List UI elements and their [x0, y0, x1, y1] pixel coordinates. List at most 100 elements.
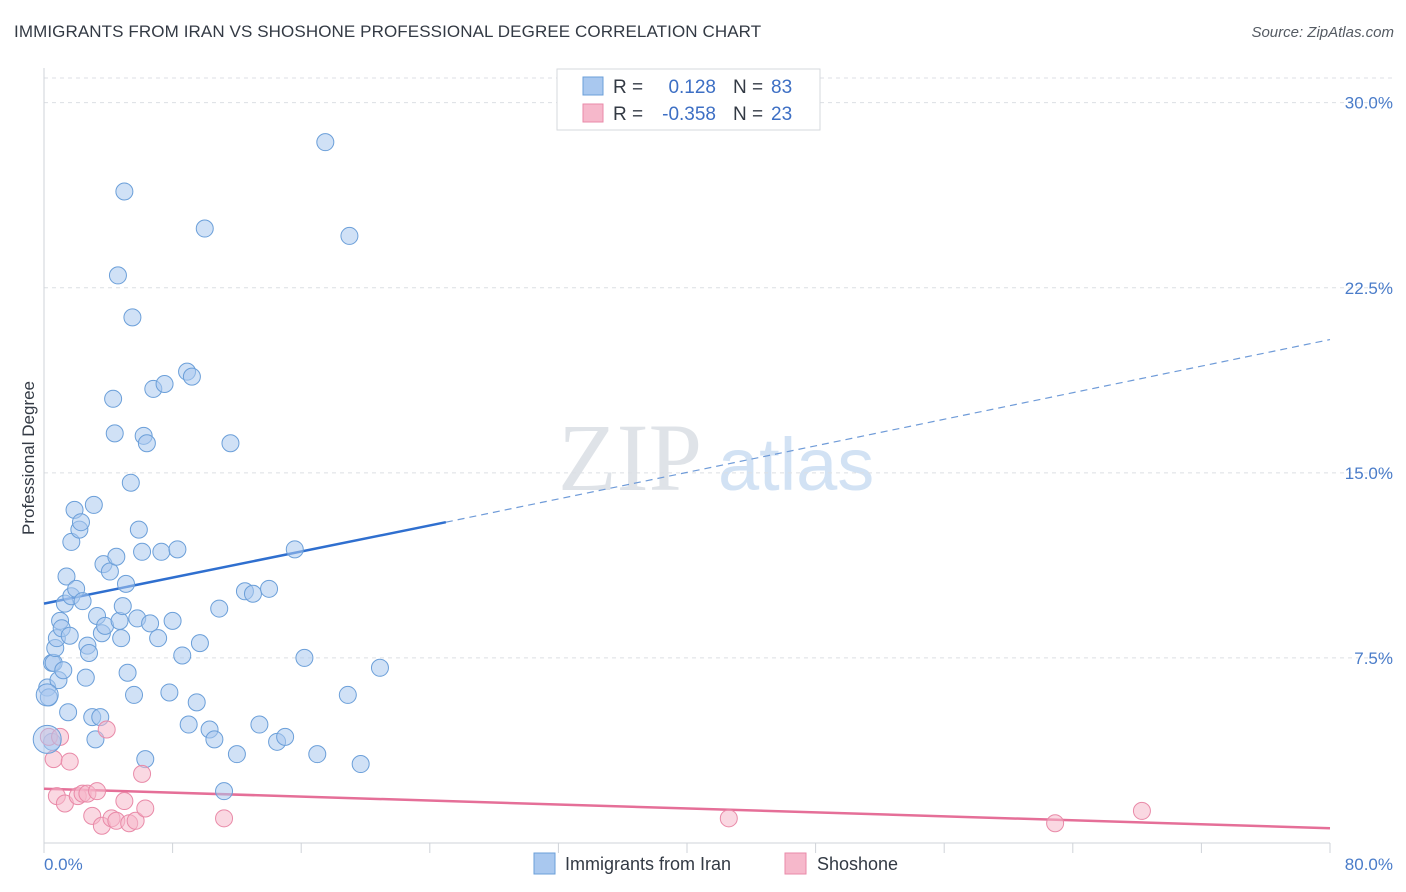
point-iran	[107, 547, 126, 566]
bottom-legend-label-shoshone: Shoshone	[817, 854, 898, 874]
bottom-legend-label-iran: Immigrants from Iran	[565, 854, 731, 874]
point-iran	[205, 730, 224, 749]
point-iran	[163, 611, 182, 630]
point-shoshone	[97, 720, 116, 739]
legend-n-label-iran: N =	[733, 77, 763, 98]
point-iran-cluster	[35, 683, 59, 707]
trend-line-shoshone	[43, 787, 1331, 830]
point-iran	[113, 597, 132, 616]
legend-n-value-shoshone: 23	[771, 104, 792, 125]
point-iran	[100, 562, 119, 581]
watermark-atlas: atlas	[718, 423, 874, 506]
y-axis-label: Professional Degree	[19, 381, 38, 535]
legend: R = 0.128 N = 83 R = -0.358 N = 23	[556, 68, 821, 131]
point-iran	[115, 182, 134, 201]
point-iran-cluster	[32, 724, 62, 754]
y-tick-label: 30.0%	[1345, 94, 1393, 113]
point-iran	[152, 542, 171, 561]
point-iran	[316, 133, 335, 152]
point-iran	[351, 755, 370, 774]
trend-lines	[43, 338, 1331, 830]
watermark-zip: ZIP	[558, 404, 702, 511]
point-iran	[227, 745, 246, 764]
point-iran	[76, 668, 95, 687]
point-iran	[137, 434, 156, 453]
point-iran	[260, 579, 279, 598]
point-iran	[338, 685, 357, 704]
point-iran	[182, 367, 201, 386]
point-iran	[116, 574, 135, 593]
point-iran	[195, 219, 214, 238]
point-iran	[221, 434, 240, 453]
axes	[43, 68, 1331, 853]
point-iran	[155, 375, 174, 393]
point-iran	[243, 584, 262, 603]
point-iran	[125, 685, 144, 704]
bottom-legend-swatch-iran	[533, 852, 556, 875]
legend-swatch-shoshone	[582, 103, 604, 123]
point-iran	[54, 661, 73, 680]
trend-line-iran	[43, 520, 447, 605]
point-iran	[160, 683, 179, 702]
point-iran	[57, 567, 76, 586]
point-iran	[276, 727, 295, 746]
y-tick-label: 22.5%	[1345, 279, 1393, 298]
point-iran	[121, 473, 140, 492]
legend-r-label-iran: R =	[613, 77, 643, 98]
point-iran	[295, 648, 314, 667]
point-shoshone	[88, 782, 107, 801]
data-points	[32, 133, 1151, 835]
point-iran	[187, 693, 206, 712]
point-shoshone	[126, 811, 145, 830]
chart-title: IMMIGRANTS FROM IRAN VS SHOSHONE PROFESS…	[14, 22, 762, 41]
point-iran	[108, 266, 127, 285]
point-shoshone	[1132, 801, 1151, 820]
x-tick-label: 80.0%	[1345, 855, 1393, 874]
legend-swatch-iran	[582, 76, 604, 96]
legend-r-value-iran: 0.128	[668, 77, 716, 98]
point-iran	[73, 592, 92, 611]
point-iran	[112, 629, 131, 648]
point-iran	[215, 782, 234, 801]
source-label: Source: ZipAtlas.com	[1251, 24, 1394, 41]
point-iran	[129, 520, 148, 539]
point-iran	[118, 663, 137, 682]
point-iran	[190, 634, 209, 653]
point-iran	[110, 611, 129, 630]
point-iran	[308, 745, 327, 764]
point-iran	[136, 750, 155, 769]
point-shoshone	[215, 809, 234, 828]
point-iran	[84, 495, 103, 514]
point-iran	[210, 599, 229, 618]
point-iran	[60, 626, 79, 645]
y-tick-label: 7.5%	[1354, 649, 1393, 668]
point-iran	[105, 424, 124, 443]
point-iran	[168, 540, 187, 559]
y-tick-label: 15.0%	[1345, 464, 1393, 483]
point-iran	[80, 643, 99, 662]
trend-line-iran-projection	[445, 338, 1331, 523]
legend-n-value-iran: 83	[771, 77, 792, 98]
point-iran	[340, 226, 359, 245]
point-iran	[370, 658, 389, 677]
point-iran	[179, 715, 198, 734]
point-iran	[149, 629, 168, 648]
legend-r-value-shoshone: -0.358	[662, 104, 716, 125]
legend-n-label-shoshone: N =	[733, 104, 763, 125]
bottom-legend: Immigrants from Iran Shoshone	[533, 852, 898, 875]
point-shoshone	[115, 792, 134, 811]
point-iran	[250, 715, 269, 734]
point-iran	[59, 703, 78, 722]
point-iran	[133, 542, 152, 561]
point-iran	[173, 646, 192, 665]
bottom-legend-swatch-shoshone	[784, 852, 807, 875]
point-iran	[123, 308, 142, 327]
point-iran	[141, 614, 160, 633]
point-shoshone	[133, 764, 152, 783]
point-iran	[285, 540, 304, 559]
point-iran	[71, 513, 90, 532]
point-shoshone	[60, 752, 79, 771]
x-tick-label: 0.0%	[44, 855, 83, 874]
tick-labels: 7.5% 15.0% 22.5% 30.0% 0.0% 80.0%	[44, 94, 1393, 874]
